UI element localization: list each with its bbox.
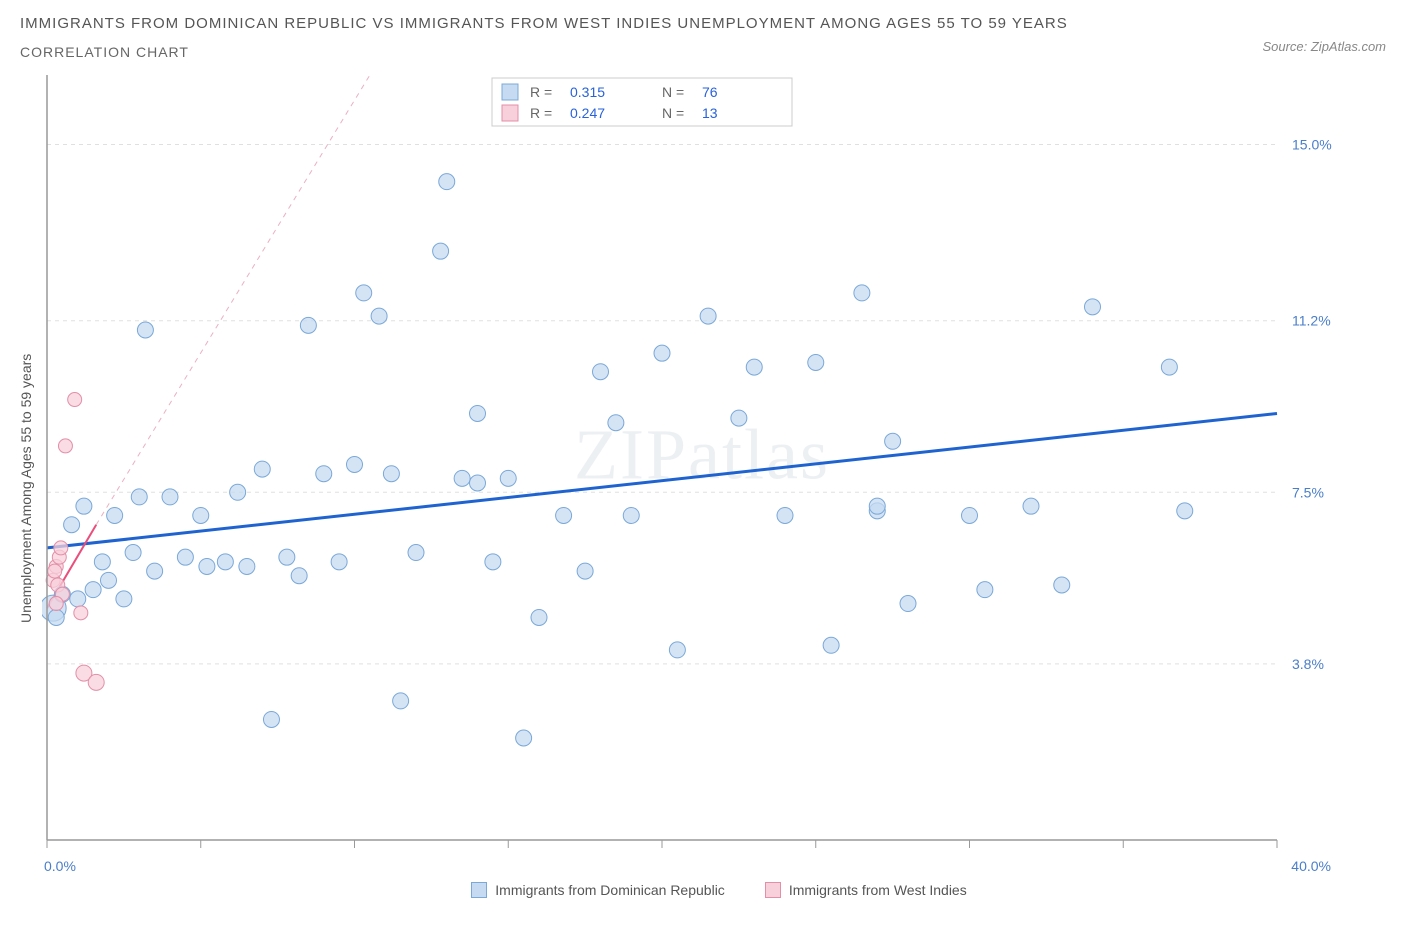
svg-text:N =: N =: [662, 84, 684, 100]
chart-title: IMMIGRANTS FROM DOMINICAN REPUBLIC VS IM…: [20, 15, 1262, 32]
legend-item-dominican: Immigrants from Dominican Republic: [471, 882, 725, 898]
svg-text:76: 76: [702, 84, 718, 100]
svg-text:0.315: 0.315: [570, 84, 605, 100]
svg-text:3.8%: 3.8%: [1292, 656, 1324, 672]
svg-text:11.2%: 11.2%: [1292, 313, 1331, 329]
legend-label-2: Immigrants from West Indies: [789, 882, 967, 898]
svg-text:0.247: 0.247: [570, 105, 605, 121]
legend-swatch-pink: [765, 882, 781, 898]
svg-text:N =: N =: [662, 105, 684, 121]
x-min-label: 0.0%: [44, 858, 76, 874]
svg-text:13: 13: [702, 105, 718, 121]
svg-text:R =: R =: [530, 84, 552, 100]
legend-label-1: Immigrants from Dominican Republic: [495, 882, 725, 898]
svg-text:15.0%: 15.0%: [1292, 137, 1332, 153]
svg-text:7.5%: 7.5%: [1292, 484, 1324, 500]
x-max-label: 40.0%: [1291, 858, 1331, 874]
scatter-chart-svg: 3.8%7.5%11.2%15.0%ZIPatlasR =0.315N =76R…: [42, 70, 1342, 860]
y-axis-label: Unemployment Among Ages 55 to 59 years: [10, 70, 42, 906]
title-block: IMMIGRANTS FROM DOMINICAN REPUBLIC VS IM…: [20, 15, 1262, 60]
chart-header: IMMIGRANTS FROM DOMINICAN REPUBLIC VS IM…: [10, 10, 1396, 60]
source-attribution: Source: ZipAtlas.com: [1262, 15, 1386, 54]
chart-body: Unemployment Among Ages 55 to 59 years 3…: [10, 70, 1396, 906]
legend-item-westindies: Immigrants from West Indies: [765, 882, 967, 898]
plot-area: 3.8%7.5%11.2%15.0%ZIPatlasR =0.315N =76R…: [42, 70, 1396, 906]
chart-subtitle: CORRELATION CHART: [20, 44, 1262, 60]
legend-swatch-blue: [471, 882, 487, 898]
svg-text:R =: R =: [530, 105, 552, 121]
bottom-legend: Immigrants from Dominican Republic Immig…: [42, 874, 1396, 906]
x-axis-range: 0.0% 40.0%: [42, 858, 1396, 874]
